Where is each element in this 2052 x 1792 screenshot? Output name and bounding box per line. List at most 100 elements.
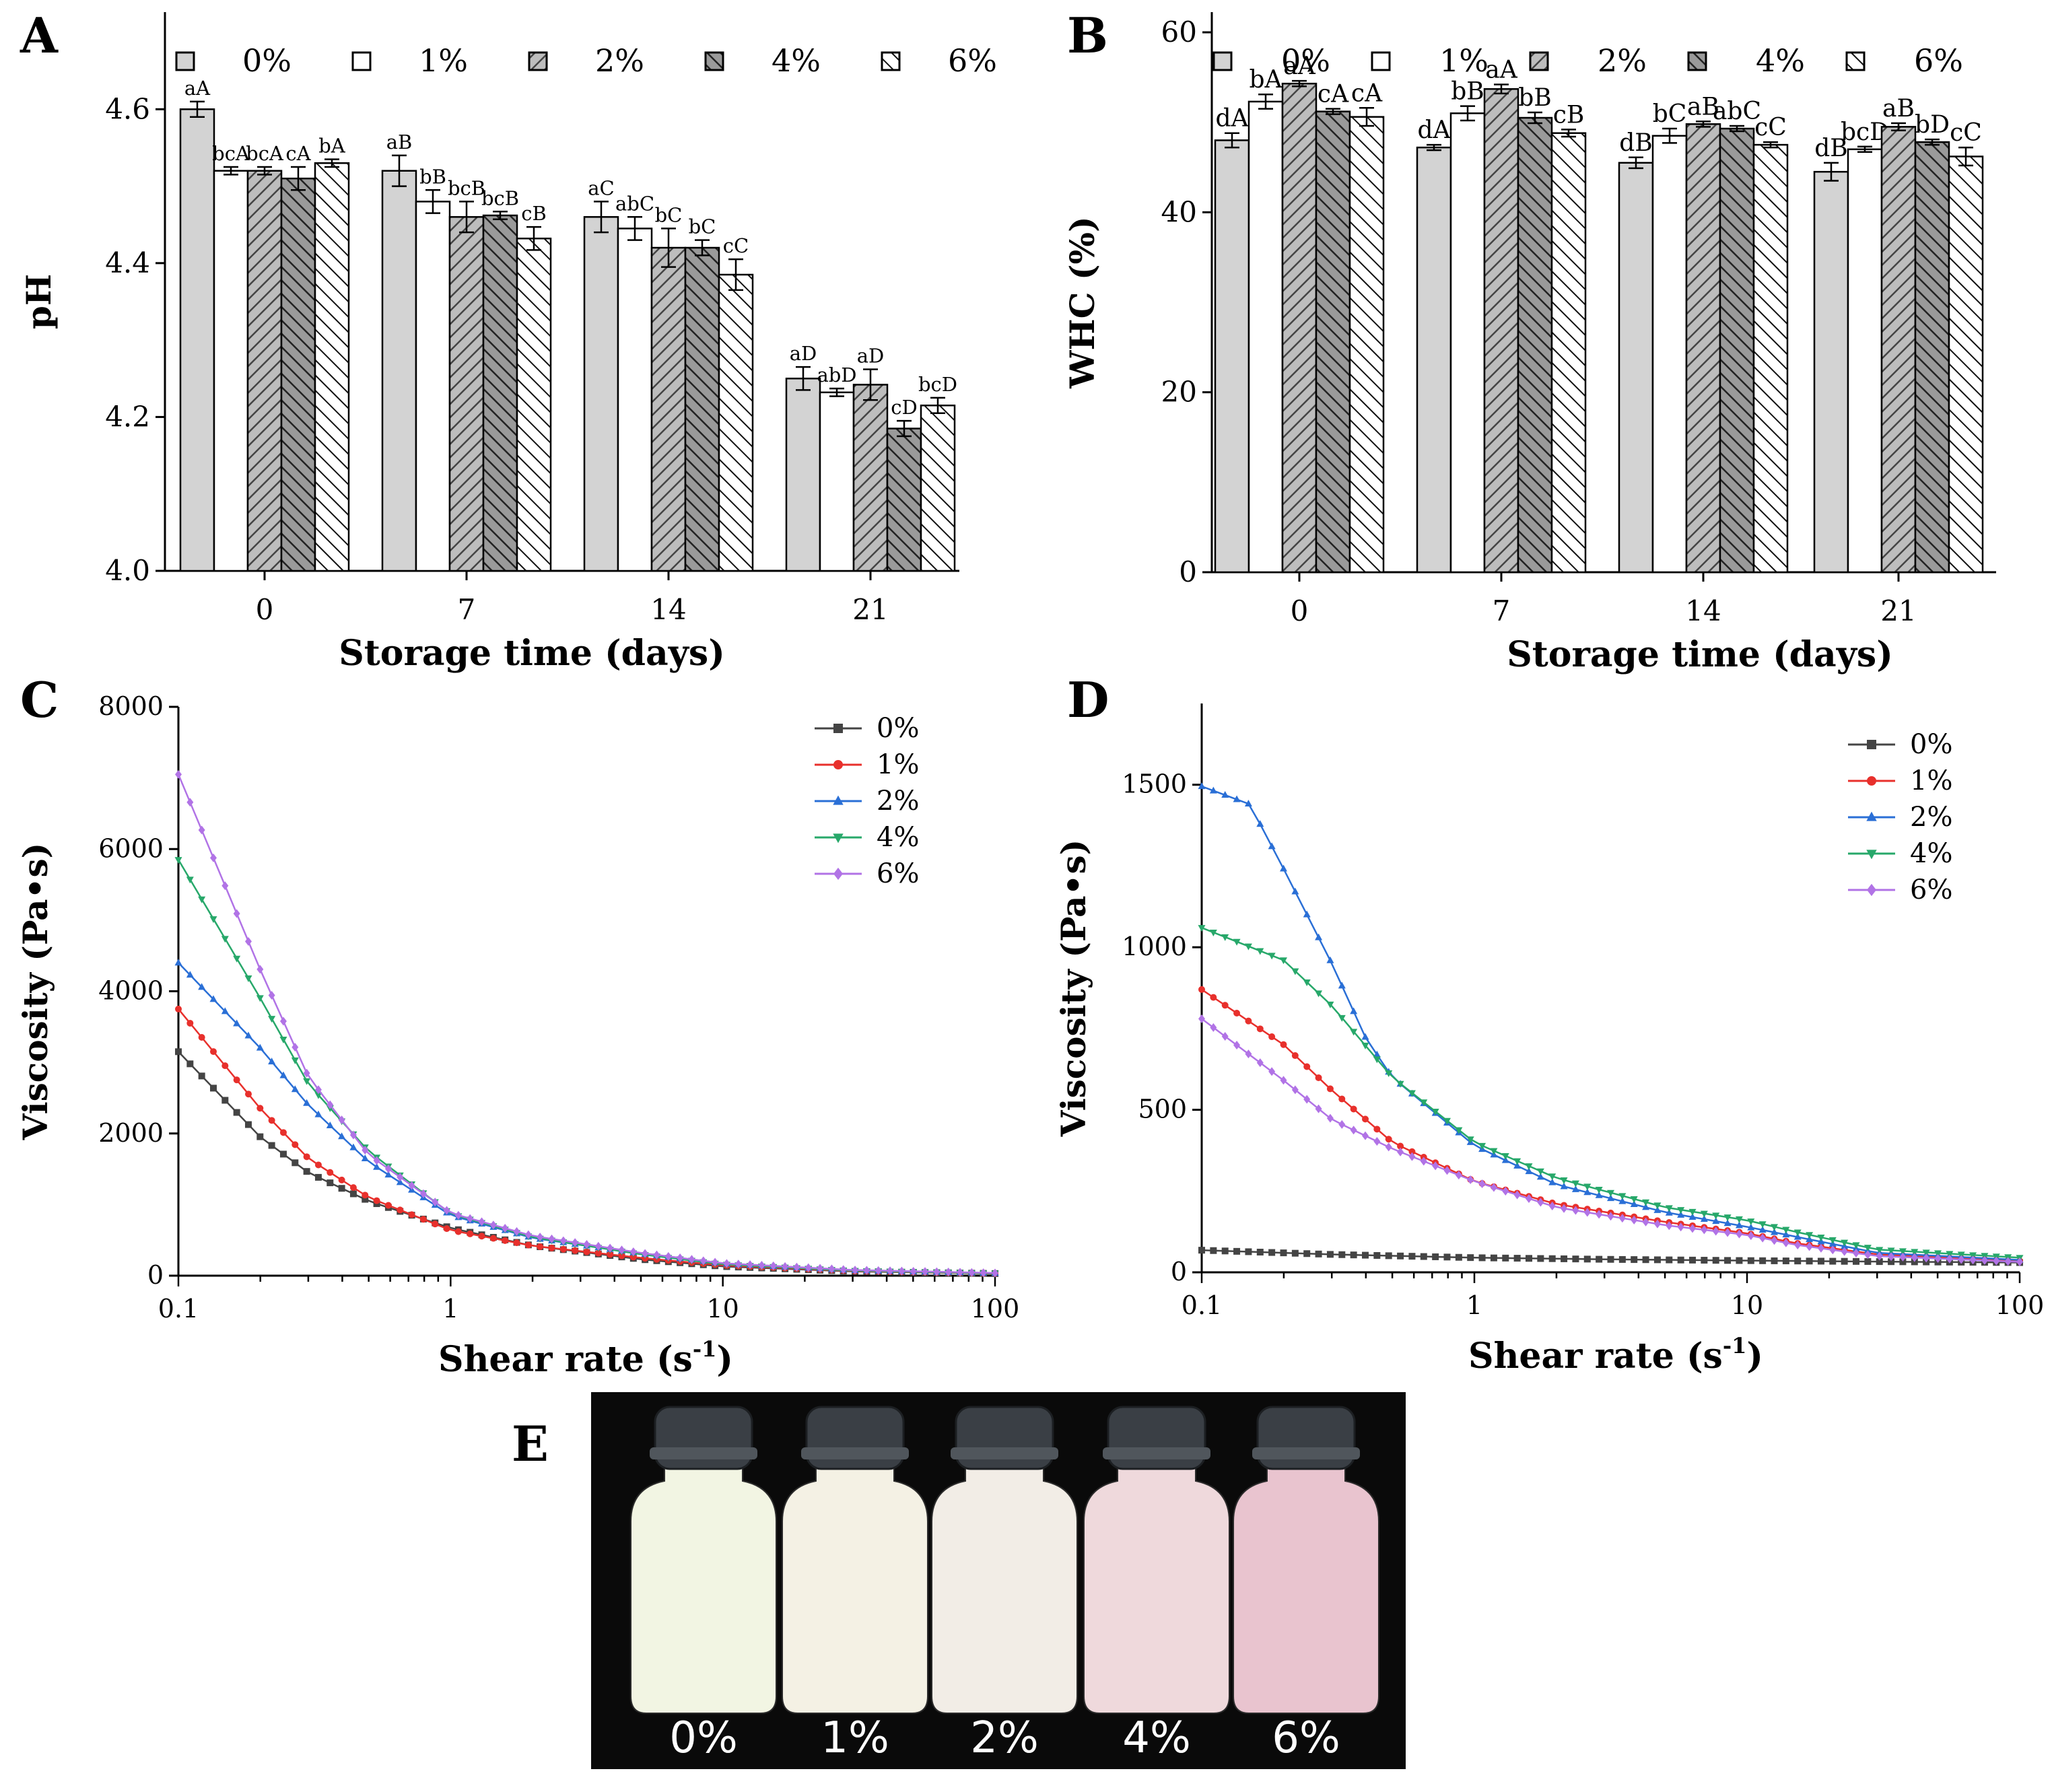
a-sig-letter-1-2: bcB — [448, 176, 485, 199]
d-series-4-point-40 — [1666, 1221, 1673, 1231]
c-series-4-point-56 — [828, 1264, 835, 1274]
b-errorbar-0-1 — [1258, 93, 1273, 110]
b-errorbar-2-4 — [1763, 141, 1778, 149]
d-series-4-point-65 — [1958, 1255, 1965, 1264]
c-series-4-point-28 — [502, 1224, 509, 1233]
a-legend-swatch-4 — [881, 51, 901, 71]
d-series-3-point-38 — [1642, 1199, 1650, 1206]
b-bar-2-0 — [1618, 162, 1654, 574]
b-bar-3-2 — [1880, 126, 1917, 574]
c-series-3-point-8 — [268, 1016, 276, 1023]
b-errorbar-3-2 — [1891, 122, 1906, 131]
d-series-1-point-14 — [1362, 1115, 1369, 1123]
d-series-2-point-37 — [1630, 1200, 1638, 1207]
d-series-2-point-39 — [1653, 1206, 1662, 1213]
d-series-0-point-17 — [1397, 1252, 1404, 1260]
c-xlabel: Shear rate (s-1) — [438, 1336, 733, 1380]
c-series-1-point-14 — [338, 1176, 345, 1183]
c-series-4-point-69 — [980, 1268, 987, 1278]
d-series-4-point-6 — [1268, 1067, 1276, 1076]
c-series-4-point-64 — [922, 1267, 929, 1276]
a-sig-letter-3-0: aD — [790, 342, 817, 365]
d-series-0-point-52 — [1806, 1257, 1813, 1265]
d-series-2-point-27 — [1513, 1161, 1521, 1169]
a-bar-3-2 — [852, 384, 889, 572]
a-sig-letter-3-4: bcD — [918, 373, 957, 396]
a-legend-label-4: 6% — [948, 42, 997, 79]
b-xlabel: Storage time (days) — [1507, 634, 1893, 675]
d-series-1-point-4 — [1245, 1017, 1252, 1025]
b-xtick-label-1: 7 — [1493, 594, 1511, 627]
b-legend-swatch-2 — [1529, 51, 1549, 71]
chart-c-viscosity: 0 2000 4000 6000 8000 0.1 1 10 100 Viscosity (Pa•… — [15, 691, 1019, 1380]
c-series-2-point-8 — [268, 1058, 276, 1065]
c-series-4-point-38 — [618, 1245, 625, 1255]
d-series-0-point-41 — [1677, 1256, 1684, 1264]
a-errorbar-1-3 — [493, 211, 508, 220]
d-series-3-point-5 — [1256, 948, 1264, 955]
d-series-2-point-14 — [1361, 1033, 1369, 1040]
a-bar-1-0 — [381, 170, 417, 572]
d-series-1-point-17 — [1397, 1142, 1404, 1150]
c-series-line-1 — [178, 1008, 996, 1274]
c-series-2-point-1 — [186, 971, 194, 978]
d-series-0-point-6 — [1268, 1249, 1276, 1256]
d-series-4-point-17 — [1397, 1147, 1404, 1157]
panel-label-d: D — [1067, 671, 1109, 728]
b-bar-1-0 — [1416, 146, 1452, 574]
d-series-4-point-51 — [1794, 1240, 1802, 1249]
d-series-0-point-1 — [1210, 1247, 1217, 1254]
a-errorbar-2-3 — [695, 239, 710, 256]
b-sig-letter-2-1: bC — [1653, 100, 1687, 128]
c-series-3-point-1 — [186, 876, 194, 884]
d-series-3-point-57 — [1863, 1245, 1872, 1252]
a-bar-0-1 — [213, 170, 249, 572]
d-series-3-point-64 — [1946, 1251, 1954, 1258]
b-bar-0-2 — [1281, 82, 1318, 574]
c-series-4-point-66 — [945, 1268, 952, 1277]
a-sig-letter-2-2: bC — [655, 203, 683, 226]
d-series-3-point-16 — [1385, 1070, 1393, 1077]
d-series-4-point-44 — [1712, 1227, 1719, 1236]
d-series-0-point-35 — [1607, 1255, 1614, 1263]
b-errorbar-2-1 — [1662, 127, 1677, 144]
bottle-body-3 — [1083, 1467, 1230, 1714]
d-series-3-point-50 — [1782, 1227, 1790, 1234]
d-series-1-point-7 — [1280, 1041, 1287, 1048]
b-errorbar-0-3 — [1326, 108, 1340, 115]
c-series-1-point-20 — [408, 1211, 415, 1218]
d-series-0-point-3 — [1233, 1247, 1241, 1255]
d-series-2-point-4 — [1244, 799, 1252, 806]
d-series-3-point-55 — [1841, 1239, 1849, 1247]
bottle-body-0 — [630, 1467, 777, 1714]
c-series-line-2 — [178, 962, 996, 1274]
c-ytick-label-0: 0 — [147, 1260, 164, 1290]
c-series-1-point-17 — [373, 1197, 380, 1204]
chart-d-viscosity: 0 500 1000 1500 0.1 1 10 100 Viscosity (Pa•s) She… — [1054, 703, 2044, 1377]
d-series-0-point-59 — [1888, 1258, 1895, 1266]
d-series-0-point-37 — [1631, 1256, 1638, 1264]
bottle-label-0: 0% — [669, 1713, 738, 1763]
c-series-1-point-1 — [186, 1019, 194, 1027]
d-series-4-point-64 — [1946, 1254, 1953, 1264]
a-legend-label-2: 2% — [595, 42, 644, 79]
c-series-2-point-5 — [233, 1019, 241, 1027]
d-series-4-point-57 — [1864, 1250, 1872, 1260]
c-series-0-point-2 — [198, 1072, 205, 1080]
bottle-label-2: 2% — [970, 1713, 1039, 1763]
d-series-2-point-44 — [1712, 1217, 1720, 1225]
b-bar-1-3 — [1517, 116, 1553, 574]
b-bar-0-3 — [1315, 110, 1351, 574]
d-series-4-point-55 — [1841, 1247, 1848, 1256]
d-series-4-point-36 — [1618, 1214, 1626, 1223]
d-series-4-point-33 — [1583, 1208, 1591, 1217]
d-series-3-point-53 — [1817, 1235, 1825, 1242]
d-series-0-point-8 — [1291, 1249, 1299, 1257]
d-series-3-point-35 — [1607, 1190, 1614, 1197]
c-series-4-point-19 — [397, 1173, 404, 1182]
c-legend-marker-3 — [833, 833, 844, 843]
d-series-3-point-11 — [1326, 1001, 1334, 1008]
c-legend-label-1: 1% — [877, 749, 919, 780]
d-series-0-point-22 — [1455, 1253, 1462, 1261]
b-sig-letter-0-1: bA — [1249, 66, 1282, 94]
